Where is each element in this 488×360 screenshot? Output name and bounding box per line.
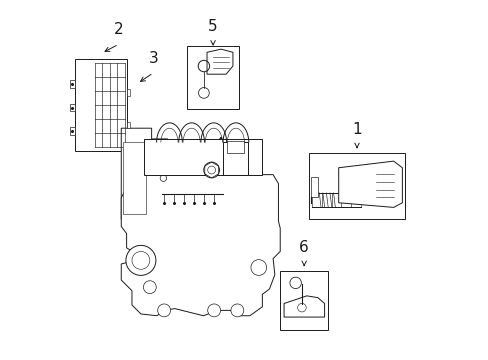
- Circle shape: [143, 281, 156, 294]
- Bar: [310, 177, 318, 197]
- Text: 3: 3: [148, 51, 158, 66]
- Bar: [187, 46, 239, 109]
- Text: 2: 2: [114, 22, 123, 37]
- Text: 4: 4: [214, 137, 224, 152]
- Bar: [308, 153, 405, 219]
- Bar: [70, 80, 75, 88]
- Circle shape: [207, 304, 220, 317]
- Circle shape: [157, 304, 170, 317]
- Polygon shape: [121, 128, 167, 239]
- Text: 5: 5: [208, 19, 218, 34]
- Bar: [126, 122, 130, 128]
- Circle shape: [230, 304, 244, 317]
- Bar: [75, 59, 126, 152]
- Text: 6: 6: [299, 240, 308, 255]
- Polygon shape: [284, 296, 324, 317]
- Polygon shape: [121, 175, 280, 316]
- Bar: [223, 143, 247, 175]
- Bar: [144, 139, 262, 175]
- Bar: [126, 89, 130, 96]
- Circle shape: [203, 162, 219, 178]
- Bar: [123, 143, 146, 214]
- Bar: [70, 127, 75, 135]
- Polygon shape: [338, 161, 402, 207]
- Circle shape: [125, 246, 156, 275]
- Bar: [70, 104, 75, 112]
- Bar: [280, 271, 328, 330]
- Text: 1: 1: [351, 122, 361, 138]
- Polygon shape: [206, 49, 232, 74]
- Circle shape: [250, 260, 266, 275]
- Bar: [226, 141, 244, 153]
